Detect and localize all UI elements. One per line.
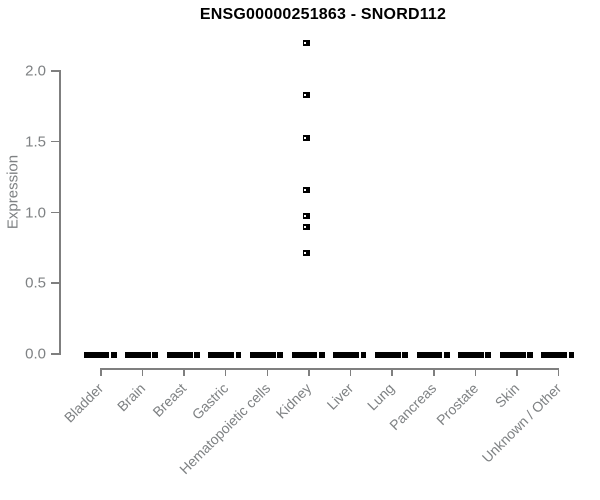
x-axis-tick: [433, 368, 435, 376]
outlier-point-hole: [303, 136, 306, 139]
outlier-point-hole: [303, 214, 306, 217]
x-axis-tick: [308, 368, 310, 376]
boxplot-box: [333, 351, 367, 358]
boxplot-box: [458, 351, 492, 358]
box-edge-notch: [317, 351, 319, 358]
boxplot-box: [250, 351, 284, 358]
outlier-point: [302, 40, 310, 47]
x-axis-tick: [557, 368, 560, 376]
box-edge-notch: [442, 351, 444, 358]
y-axis-line: [59, 70, 61, 355]
x-axis-tick: [141, 368, 144, 376]
box-edge-notch: [234, 351, 236, 358]
outlier-point-hole: [303, 189, 306, 192]
y-tick-label: 1.0: [25, 204, 46, 221]
y-tick-label: 2.0: [25, 62, 46, 80]
outlier-point-hole: [303, 251, 306, 254]
box-edge-notch: [275, 351, 278, 358]
box-edge-notch: [525, 351, 528, 358]
x-axis-line: [100, 368, 560, 370]
x-axis-tick: [183, 368, 185, 376]
outlier-point: [302, 249, 310, 256]
outlier-point: [302, 92, 310, 99]
outlier-point-hole: [303, 42, 306, 45]
box-edge-notch: [400, 351, 403, 358]
y-axis-tick: [51, 211, 59, 213]
boxplot-box: [374, 351, 408, 358]
x-axis-tick: [474, 368, 477, 376]
box-edge-notch: [567, 351, 569, 358]
outlier-point: [302, 187, 310, 194]
boxplot-box: [166, 351, 200, 358]
x-axis-tick: [391, 368, 393, 376]
outlier-point: [302, 212, 310, 219]
x-axis-tick: [224, 368, 227, 376]
y-axis-tick: [51, 70, 59, 72]
x-axis-tick: [100, 368, 102, 376]
outlier-point-hole: [303, 226, 306, 229]
y-tick-label: 1.5: [25, 133, 46, 151]
box-edge-notch: [192, 351, 194, 358]
boxplot-box: [499, 351, 533, 358]
box-edge-notch: [359, 351, 361, 358]
chart-title: ENSG00000251863 - SNORD112: [199, 6, 447, 23]
outlier-point: [302, 134, 310, 141]
box-edge-notch: [483, 351, 486, 358]
boxplot-box: [541, 351, 575, 358]
x-axis-tick: [349, 368, 352, 376]
box-edge-notch: [150, 351, 153, 358]
box-edge-notch: [109, 351, 111, 358]
y-axis-tick: [51, 282, 59, 284]
y-axis-tick: [51, 353, 59, 355]
boxplot-box: [83, 351, 117, 358]
boxplot-box: [416, 351, 450, 358]
y-tick-label: 0.5: [25, 274, 46, 292]
boxplot-box: [208, 351, 242, 358]
outlier-point-hole: [303, 94, 306, 97]
x-axis-tick: [266, 368, 269, 376]
outlier-point: [302, 224, 310, 231]
y-axis-tick: [51, 140, 59, 143]
boxplot-box: [125, 351, 159, 358]
boxplot-box: [291, 351, 325, 358]
y-tick-label: 0.0: [25, 345, 46, 363]
x-axis-tick: [516, 368, 518, 376]
